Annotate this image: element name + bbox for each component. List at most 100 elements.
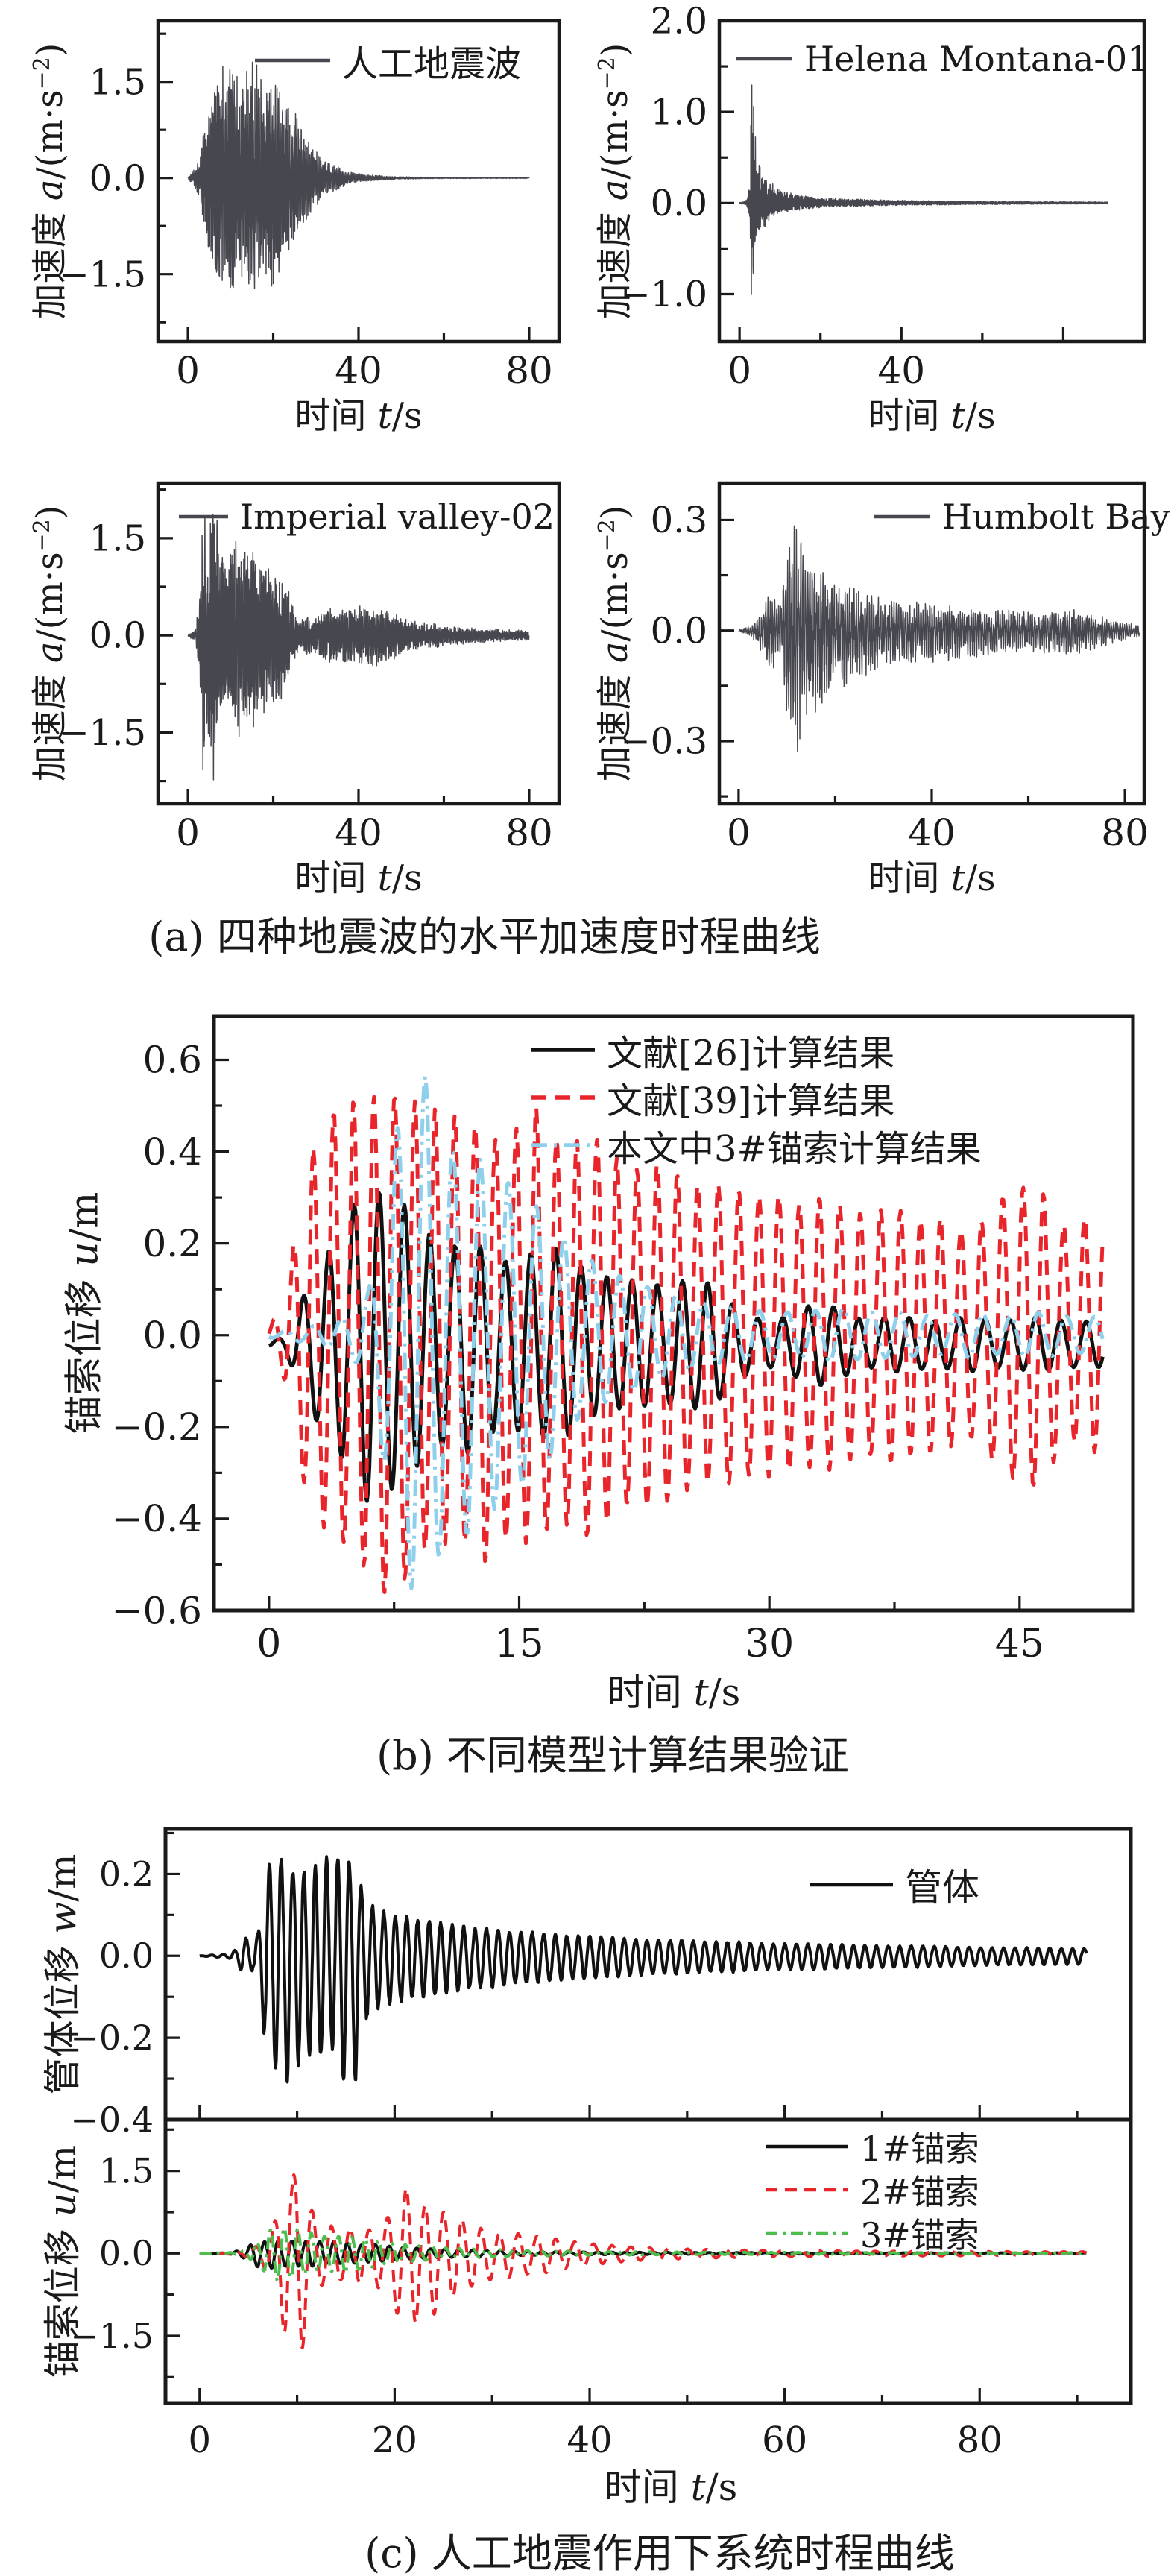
- a4-legend: Humbolt Bay: [872, 497, 1170, 537]
- svg-text:30: 30: [745, 1622, 794, 1666]
- svg-text:80: 80: [957, 2419, 1003, 2461]
- b-legend-label-this-paper: 本文中3#锚索计算结果: [607, 1128, 982, 1170]
- a1-x-axis-label: 时间 t/s: [294, 386, 422, 438]
- b-legend-label-ref39: 文献[39]计算结果: [607, 1080, 895, 1122]
- a4-legend-label: Humbolt Bay: [942, 497, 1170, 537]
- xlabel-prefix: 时间: [868, 857, 951, 899]
- svg-text:15: 15: [494, 1622, 543, 1666]
- xlabel-symbol: t: [690, 2466, 706, 2509]
- c2-legend-label-anchor1: 1#锚索: [860, 2129, 979, 2169]
- a4-legend-line: [874, 514, 930, 519]
- svg-text:1.0: 1.0: [651, 92, 707, 133]
- ylabel-symbol: w: [41, 1901, 84, 1934]
- svg-text:0.2: 0.2: [99, 1854, 154, 1894]
- a2-legend-label: Helena Montana-01: [804, 39, 1149, 79]
- c-x-axis-label: 时间 t/s: [605, 2457, 738, 2511]
- ylabel-symbol: a: [594, 641, 636, 664]
- svg-text:0.0: 0.0: [89, 615, 146, 657]
- svg-text:−0.6: −0.6: [112, 1589, 202, 1632]
- ylabel-prefix: 锚索位移: [62, 1266, 107, 1435]
- svg-text:−0.3: −0.3: [620, 721, 707, 763]
- svg-text:40: 40: [567, 2419, 612, 2461]
- a4-x-axis-label: 时间 t/s: [868, 848, 995, 901]
- a1-legend-line: [255, 58, 330, 63]
- a1-legend: 人工地震波: [253, 34, 521, 86]
- svg-text:−1.5: −1.5: [59, 253, 146, 295]
- b-legend-entry-this-paper: 本文中3#锚索计算结果: [529, 1121, 982, 1170]
- xlabel-prefix: 时间: [868, 395, 951, 437]
- a3-y-axis-label: 加速度 a/(m·s−2): [20, 506, 72, 782]
- a3-legend: Imperial valley-02: [177, 497, 555, 537]
- b-legend-line-ref39: [531, 1095, 595, 1100]
- b-legend-entry-ref39: 文献[39]计算结果: [529, 1074, 982, 1122]
- c1-legend-line: [810, 1883, 893, 1887]
- c2-legend-entry-anchor2: 2#锚索: [764, 2168, 979, 2212]
- ylabel-prefix: 加速度: [594, 663, 636, 782]
- svg-text:40: 40: [335, 349, 382, 392]
- svg-text:−0.4: −0.4: [112, 1497, 202, 1540]
- c1-legend-label: 管体: [905, 1866, 979, 1909]
- ylabel-unit: /(m·s: [29, 552, 71, 642]
- svg-text:0: 0: [728, 349, 751, 392]
- c2-legend-line-anchor1: [766, 2144, 848, 2149]
- b-legend-line-ref26: [531, 1048, 595, 1052]
- ylabel-sup: −2: [594, 57, 620, 90]
- svg-text:−0.2: −0.2: [70, 2018, 154, 2058]
- c2-legend-entry-anchor3: 3#锚索: [764, 2211, 979, 2255]
- b-legend-entry-ref26: 文献[26]计算结果: [529, 1026, 982, 1074]
- c2-legend-label-anchor3: 3#锚索: [860, 2215, 979, 2255]
- ylabel-prefix: 加速度: [29, 663, 71, 782]
- a2-legend: Helena Montana-01: [734, 39, 1149, 79]
- c1-y-axis-label: 管体位移 w/m: [33, 1854, 86, 2095]
- ylabel-unit-post: ): [29, 42, 71, 57]
- xlabel-prefix: 时间: [604, 2466, 691, 2509]
- svg-text:0.2: 0.2: [142, 1222, 202, 1265]
- svg-text:0: 0: [189, 2419, 212, 2461]
- xlabel-unit: /s: [708, 1671, 741, 1714]
- ylabel-unit: /(m·s: [594, 552, 636, 642]
- ylabel-unit: /(m·s: [594, 89, 636, 180]
- xlabel-symbol: t: [377, 395, 392, 437]
- svg-text:80: 80: [505, 811, 553, 854]
- svg-text:45: 45: [995, 1622, 1044, 1666]
- xlabel-prefix: 时间: [607, 1671, 694, 1714]
- svg-text:0.0: 0.0: [651, 183, 707, 224]
- a3-x-axis-label: 时间 t/s: [294, 848, 422, 901]
- svg-text:0.0: 0.0: [142, 1314, 202, 1357]
- a2-legend-line: [736, 57, 792, 61]
- svg-text:0: 0: [176, 811, 200, 854]
- c2-legend-entry-anchor1: 1#锚索: [764, 2125, 979, 2169]
- svg-text:−1.5: −1.5: [70, 2316, 154, 2356]
- c2-legend: 1#锚索 2#锚索 3#锚索: [764, 2125, 979, 2255]
- ylabel-sup: −2: [29, 519, 55, 552]
- ylabel-unit-post: ): [29, 505, 71, 520]
- ylabel-unit-post: ): [594, 505, 636, 520]
- xlabel-unit: /s: [705, 2466, 738, 2509]
- ylabel-sup: −2: [29, 57, 55, 90]
- svg-text:80: 80: [1101, 811, 1149, 854]
- svg-text:80: 80: [505, 349, 553, 392]
- b-y-axis-label: 锚索位移 u/m: [53, 1192, 109, 1435]
- svg-text:20: 20: [372, 2419, 417, 2461]
- svg-text:−0.4: −0.4: [70, 2100, 154, 2140]
- ylabel-prefix: 锚索位移: [41, 2217, 84, 2378]
- svg-text:−1.5: −1.5: [59, 712, 146, 754]
- xlabel-symbol: t: [693, 1671, 709, 1714]
- c1-legend: 管体: [809, 1858, 979, 1912]
- svg-text:−1.0: −1.0: [620, 274, 707, 315]
- svg-text:0.0: 0.0: [99, 1936, 154, 1976]
- ylabel-unit: /m: [41, 1854, 84, 1902]
- xlabel-symbol: t: [950, 857, 965, 899]
- ylabel-prefix: 管体位移: [41, 1933, 84, 2095]
- svg-text:2.0: 2.0: [651, 1, 707, 42]
- xlabel-unit: /s: [965, 857, 996, 899]
- svg-text:0.0: 0.0: [89, 157, 146, 199]
- ylabel-unit-post: ): [594, 42, 636, 57]
- ylabel-unit: /m: [62, 1191, 107, 1242]
- svg-text:1.5: 1.5: [89, 61, 146, 103]
- b-x-axis-label: 时间 t/s: [607, 1663, 741, 1716]
- ylabel-sup: −2: [594, 519, 620, 552]
- svg-text:0.4: 0.4: [142, 1130, 202, 1174]
- svg-text:1.5: 1.5: [99, 2150, 154, 2191]
